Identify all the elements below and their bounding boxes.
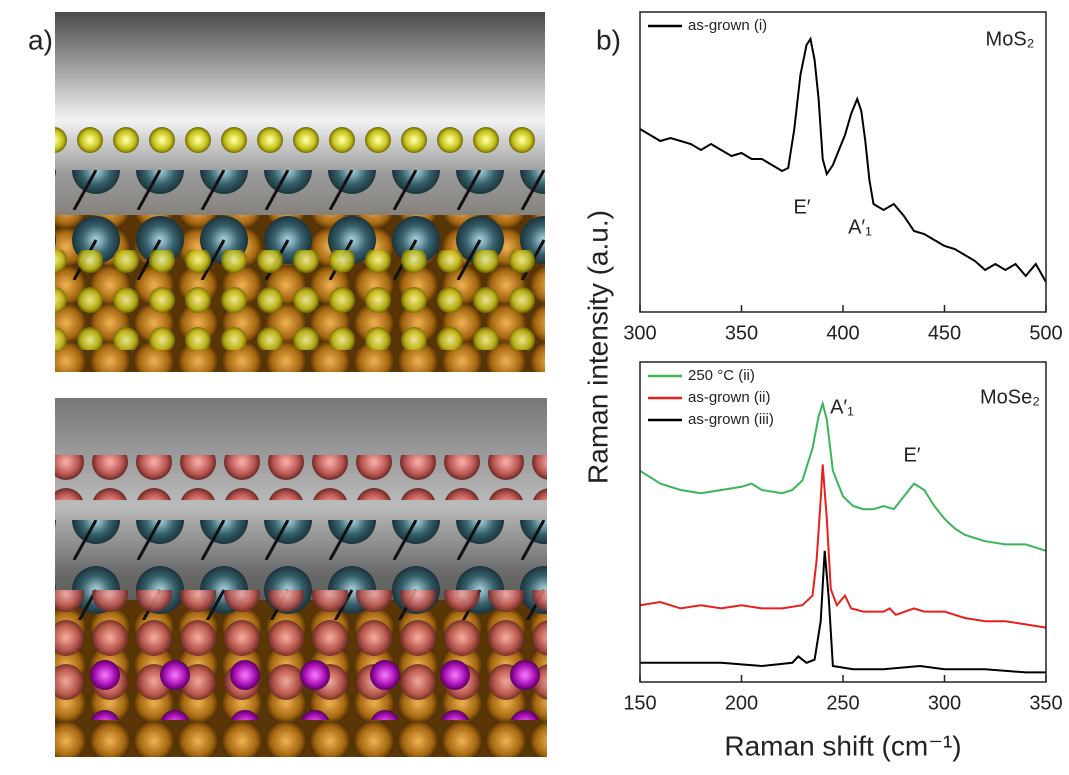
x-axis-label: Raman shift (cm⁻¹) — [724, 730, 961, 761]
x-tick-label: 200 — [725, 692, 758, 714]
plot-frame — [639, 11, 1047, 313]
x-tick-label: 450 — [928, 322, 961, 344]
x-tick-label: 250 — [826, 692, 859, 714]
x-tick-label: 300 — [623, 322, 656, 344]
spectrum-line — [639, 399, 1047, 552]
annotation: MoSe₂ — [980, 386, 1040, 408]
legend-label: 250 °C (ii) — [688, 367, 755, 384]
x-tick-label: 400 — [826, 322, 859, 344]
render-mose2 — [55, 398, 547, 757]
annotation: E′ — [793, 196, 810, 218]
annotation: A′₁ — [848, 216, 872, 238]
spectrum-line — [639, 36, 1047, 283]
annotation: MoS₂ — [986, 28, 1035, 50]
spectrum-line — [640, 550, 1046, 674]
x-tick-label: 350 — [1029, 692, 1062, 714]
annotation: A′₁ — [830, 396, 854, 418]
x-tick-label: 350 — [725, 322, 758, 344]
render-mos2 — [55, 12, 545, 372]
legend-label: as-grown (i) — [688, 17, 767, 34]
spectrum-line — [639, 464, 1047, 629]
panel-label: b) — [596, 24, 621, 55]
x-tick-label: 300 — [928, 692, 961, 714]
y-axis-label: Raman intensity (a.u.) — [582, 210, 613, 484]
legend-label: as-grown (iii) — [688, 411, 774, 428]
x-tick-label: 150 — [623, 692, 656, 714]
x-tick-label: 500 — [1029, 322, 1062, 344]
plot-frame — [639, 361, 1047, 683]
legend-label: as-grown (ii) — [688, 389, 771, 406]
panel-label: a) — [28, 24, 53, 55]
annotation: E′ — [903, 444, 920, 466]
